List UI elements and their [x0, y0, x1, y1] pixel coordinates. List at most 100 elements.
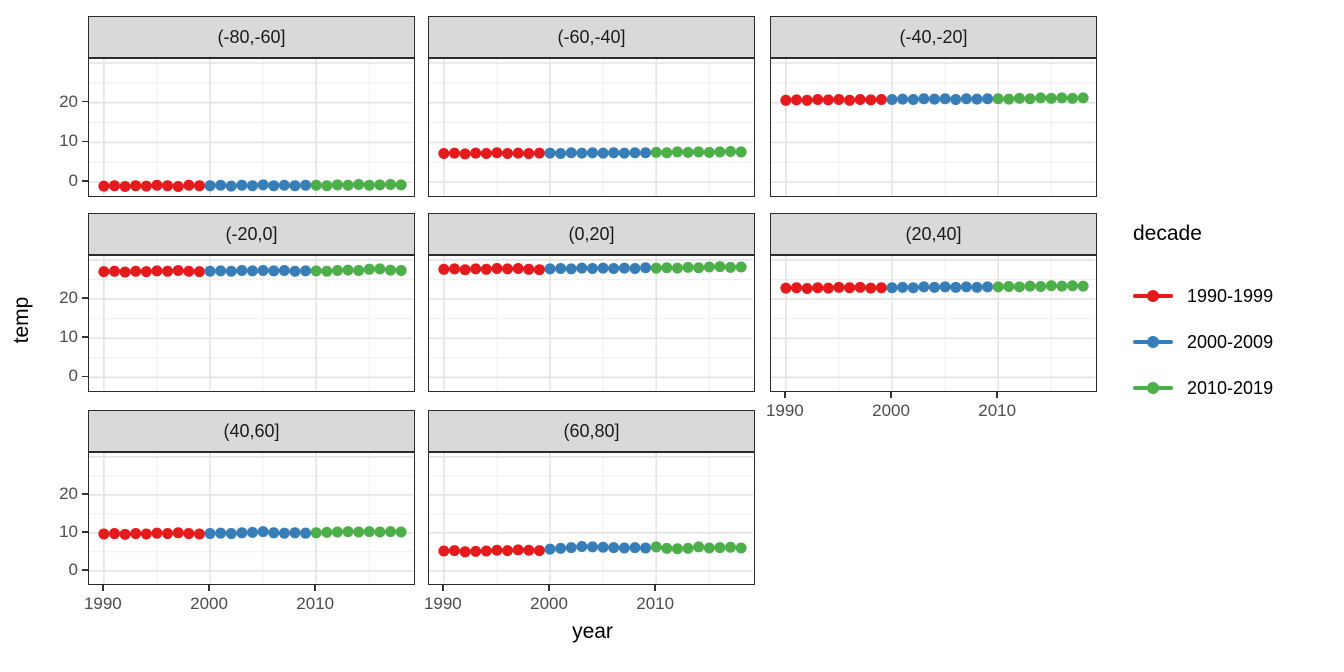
data-point	[693, 541, 705, 553]
data-point	[108, 180, 120, 192]
data-point	[193, 266, 205, 278]
x-tick-label: 2000	[190, 594, 228, 613]
data-point	[162, 265, 174, 277]
data-point	[682, 146, 694, 158]
data-point	[790, 94, 802, 106]
data-point	[512, 147, 524, 159]
data-point	[459, 264, 471, 276]
x-tick-label: 2010	[978, 401, 1017, 420]
data-point	[438, 263, 450, 275]
data-point	[1056, 280, 1068, 292]
data-point	[395, 526, 407, 538]
y-tick-label: 0	[68, 366, 78, 386]
data-point	[193, 180, 205, 192]
data-point	[215, 179, 227, 191]
data-point	[130, 528, 142, 540]
legend-key-icon	[1133, 289, 1173, 303]
data-point	[693, 262, 705, 274]
data-point	[833, 281, 845, 293]
data-point	[875, 94, 887, 106]
data-point	[119, 180, 131, 192]
data-point	[565, 542, 577, 554]
y-tick-mark	[82, 569, 88, 571]
data-point	[1013, 281, 1025, 293]
facet-plot	[429, 453, 753, 583]
data-point	[587, 147, 598, 159]
data-point	[576, 262, 588, 274]
data-point	[268, 180, 280, 192]
data-point	[971, 93, 983, 105]
data-point	[247, 526, 258, 538]
data-point	[491, 147, 503, 159]
data-point	[491, 263, 503, 275]
data-point	[310, 265, 322, 277]
x-tick-mark	[996, 392, 998, 398]
data-point	[725, 541, 737, 553]
data-point	[278, 527, 290, 539]
data-point	[533, 545, 545, 557]
data-point	[480, 263, 492, 275]
data-point	[247, 180, 258, 192]
data-point	[608, 263, 620, 275]
data-point	[886, 94, 898, 106]
x-tick-mark	[784, 392, 786, 398]
legend-item: 2010-2019	[1133, 378, 1273, 398]
data-point	[833, 94, 845, 106]
data-point	[342, 179, 354, 191]
facet-label: (-20,0]	[225, 223, 278, 244]
x-tick-label: 1990	[765, 401, 804, 420]
facet-plot	[429, 256, 753, 390]
facet-label: (60,80]	[563, 420, 620, 441]
data-point	[289, 180, 301, 192]
data-point	[130, 180, 142, 192]
data-point	[640, 147, 652, 159]
y-tick-mark	[82, 180, 88, 182]
data-point	[992, 281, 1004, 293]
y-tick-label: 0	[68, 171, 78, 191]
data-point	[608, 147, 620, 159]
data-point	[671, 543, 683, 555]
data-point	[172, 264, 184, 276]
data-point	[183, 528, 195, 540]
data-point	[1024, 280, 1036, 292]
data-point	[140, 266, 152, 278]
data-point	[1056, 92, 1068, 104]
facet-strip: (0,20]	[428, 213, 755, 255]
data-point	[321, 526, 333, 538]
legend-title: decade	[1133, 222, 1202, 245]
data-point	[735, 542, 747, 554]
data-point	[204, 180, 216, 192]
data-point	[918, 281, 930, 293]
data-point	[512, 544, 524, 556]
data-point	[438, 148, 450, 160]
data-point	[714, 146, 726, 158]
data-point	[1045, 92, 1057, 104]
data-point	[502, 545, 514, 557]
data-point	[395, 264, 407, 276]
data-point	[438, 545, 450, 557]
data-point	[812, 282, 824, 294]
data-point	[629, 542, 641, 554]
data-point	[470, 147, 482, 159]
data-point	[618, 147, 630, 159]
data-point	[162, 180, 174, 192]
data-point	[162, 528, 174, 540]
data-point	[523, 263, 535, 275]
data-point	[151, 265, 163, 277]
facet-plot	[771, 256, 1095, 390]
data-point	[790, 282, 802, 294]
data-point	[395, 179, 407, 191]
data-point	[780, 282, 792, 294]
data-point	[907, 94, 919, 106]
legend-key-dot	[1147, 290, 1159, 302]
legend-item-label: 2000-2009	[1187, 331, 1274, 352]
data-point	[268, 265, 280, 277]
data-point	[1035, 281, 1047, 293]
data-point	[982, 93, 994, 105]
data-point	[576, 540, 588, 552]
legend-key-dot	[1147, 382, 1159, 394]
data-point	[844, 282, 856, 294]
data-point	[459, 546, 471, 558]
legend: decade 1990-1999 2000-2009 2010-2019	[1133, 222, 1273, 398]
data-point	[1077, 92, 1089, 104]
